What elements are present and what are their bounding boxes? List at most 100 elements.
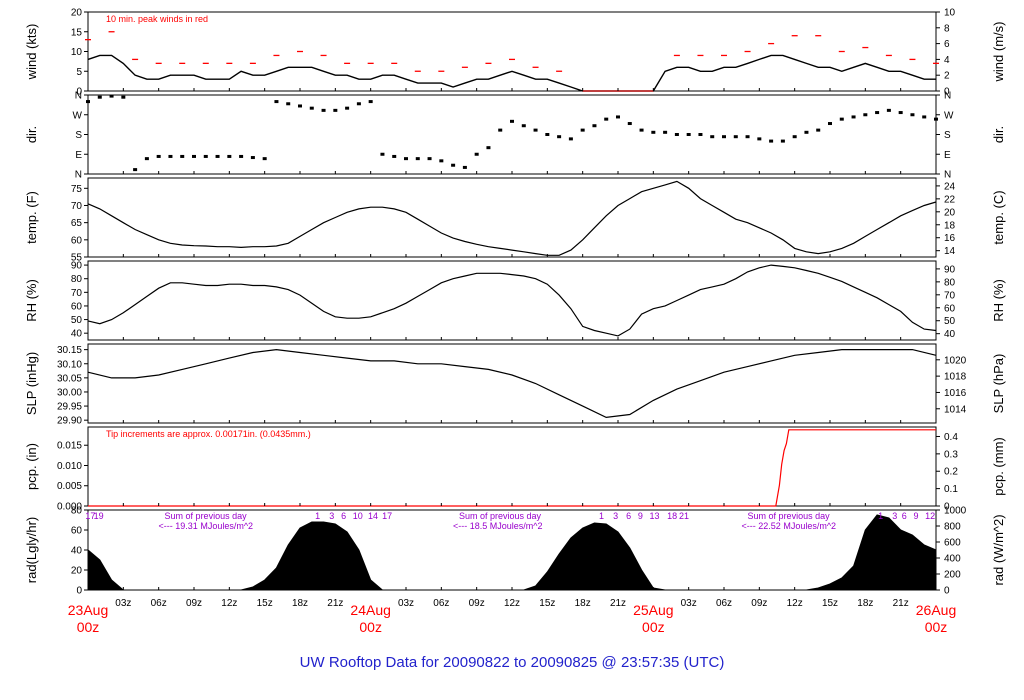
dir-point (627, 122, 632, 126)
y-tick-label-left: 0 (76, 586, 82, 597)
dir-point (274, 100, 279, 104)
panel-slp: 29.90 29.95 30.00 30.05 30.10 30.15 1014 1016 10… (24, 343, 1006, 427)
y-tick-label-left: 30.00 (57, 387, 82, 398)
rad-daily-note-label: Sum of previous day (459, 511, 542, 521)
y-tick-label-left: 29.90 (57, 416, 82, 427)
y-tick-label-left: 29.95 (57, 402, 82, 413)
y-axis-title-left: wind (kts) (24, 24, 39, 81)
y-axis-title-right: rad (W/m^2) (991, 514, 1006, 585)
rad-hour-mark: 18 (667, 511, 677, 521)
dir-point (498, 128, 503, 132)
y-tick-label-left: 60 (71, 301, 83, 312)
y-tick-label-right: 200 (944, 570, 961, 581)
x-tick-label: 09z (186, 598, 202, 609)
dir-point (427, 157, 432, 161)
rad-hour-mark: 1 (599, 511, 604, 521)
dir-point (86, 100, 90, 104)
dir-point (733, 135, 738, 139)
y-tick-label-left: N (75, 91, 82, 102)
dir-point (215, 154, 220, 158)
y-tick-label-right: 0.2 (944, 467, 958, 478)
x-day-hour-label: 00z (77, 619, 100, 635)
rad-hour-mark: 17 (382, 511, 392, 521)
time-axis: 03z 06z 09z 12z 15z 18z 21z 03z 06z 09z 12z 15z 18z 2… (68, 598, 956, 635)
dir-point (239, 154, 244, 158)
x-tick-label: 03z (681, 598, 697, 609)
y-tick-label-right: 1014 (944, 404, 967, 415)
x-tick-label: 03z (398, 598, 414, 609)
y-tick-label-right: 0 (944, 87, 950, 98)
dir-point (686, 133, 691, 136)
y-axis-title-left: dir. (24, 126, 39, 143)
dir-point (886, 108, 891, 112)
dir-point (286, 102, 291, 106)
dir-point (722, 135, 726, 139)
rad-hour-mark: 3 (892, 511, 897, 521)
x-tick-label: 06z (433, 598, 449, 609)
y-tick-label-right: N (944, 91, 951, 102)
dir-point (674, 133, 679, 136)
y-tick-label-left: 60 (71, 526, 83, 537)
rad-hour-mark: 13 (650, 511, 660, 521)
rad-hour-mark: 3 (329, 511, 334, 521)
x-tick-label: 15z (257, 598, 273, 609)
y-tick-label-right: 90 (944, 264, 956, 275)
dir-point (698, 133, 703, 136)
x-tick-label: 03z (115, 598, 131, 609)
y-tick-label-right: W (944, 110, 954, 121)
y-tick-label-right: 8 (944, 23, 950, 34)
rad-hour-mark: 1 (315, 511, 320, 521)
dir-point (486, 146, 491, 150)
dir-point (651, 130, 656, 134)
panel-annotation: 10 min. peak winds in red (106, 14, 208, 24)
x-tick-label: 12z (787, 598, 803, 609)
y-tick-label-right: 0 (944, 502, 950, 513)
x-day-hour-label: 00z (642, 619, 665, 635)
y-tick-label-right: 18 (944, 220, 956, 231)
dir-point (710, 135, 715, 139)
y-tick-label-right: 1018 (944, 372, 967, 383)
dir-point (533, 128, 538, 132)
dir-point (592, 124, 597, 128)
rad-hour-mark: 6 (626, 511, 631, 521)
rad-hour-mark: 6 (902, 511, 907, 521)
y-tick-label-right: 0.1 (944, 484, 958, 495)
rad-daily-note-value: <--- 18.5 MJoules/m^2 (453, 521, 543, 531)
y-tick-label-left: 40 (71, 329, 83, 340)
y-tick-label-left: 65 (71, 218, 83, 229)
wind-mean-line (87, 54, 936, 92)
x-tick-label: 18z (857, 598, 873, 609)
y-tick-label-right: 4 (944, 55, 950, 66)
dir-point (474, 152, 479, 156)
y-tick-label-right: 800 (944, 522, 961, 533)
dir-point (604, 117, 609, 121)
panel-pcp: 0.000 0.005 0.010 0.015 0 0.1 0.2 0.3 0.4 pcp. (i… (24, 426, 1006, 513)
y-tick-label-right: 0.3 (944, 449, 958, 460)
dir-point (769, 139, 774, 143)
y-tick-label-left: 10 (71, 47, 83, 58)
dir-point (462, 165, 467, 169)
dir-point (568, 137, 573, 141)
dir-point (851, 115, 856, 119)
y-tick-label-right: 70 (944, 290, 956, 301)
y-tick-label-left: N (75, 170, 82, 181)
pcp-line (88, 429, 936, 507)
dir-point (616, 115, 620, 119)
y-tick-label-right: 1020 (944, 355, 967, 366)
temp-line (87, 180, 937, 256)
y-tick-label-left: S (75, 130, 82, 141)
panel-frame (87, 177, 937, 258)
rad-daily-note-label: Sum of previous day (748, 511, 831, 521)
dir-point (180, 154, 185, 158)
rad-hour-mark: 17 (85, 511, 95, 521)
dir-point (415, 157, 420, 161)
dir-point (451, 163, 456, 167)
panel-rh: 40 50 60 70 80 90 40 50 60 70 80 90 RH (%) RH (%) (24, 260, 1006, 341)
x-tick-label: 12z (221, 598, 237, 609)
dir-point (262, 157, 267, 161)
y-tick-label-left: 90 (71, 261, 83, 272)
y-tick-label-right: E (944, 150, 951, 161)
x-tick-label: 21z (610, 598, 626, 609)
